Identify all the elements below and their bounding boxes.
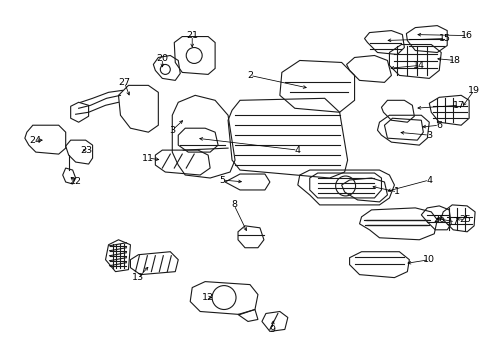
Text: 8: 8 <box>230 201 237 210</box>
Text: 6: 6 <box>435 121 441 130</box>
Text: 18: 18 <box>448 56 460 65</box>
Text: 4: 4 <box>294 145 300 154</box>
Text: 15: 15 <box>438 34 450 43</box>
Text: 26: 26 <box>432 215 445 224</box>
Text: 4: 4 <box>426 176 431 185</box>
Text: 11: 11 <box>142 154 154 163</box>
Text: 9: 9 <box>268 325 274 334</box>
Text: 16: 16 <box>460 31 472 40</box>
Text: 21: 21 <box>186 31 198 40</box>
Text: 23: 23 <box>81 145 93 154</box>
Text: 3: 3 <box>426 131 431 140</box>
Text: 25: 25 <box>458 215 470 224</box>
Text: 19: 19 <box>467 86 479 95</box>
Text: 27: 27 <box>118 78 130 87</box>
Text: 24: 24 <box>29 136 41 145</box>
Text: 13: 13 <box>132 273 144 282</box>
Text: 2: 2 <box>246 71 252 80</box>
Text: 12: 12 <box>202 293 214 302</box>
Text: 1: 1 <box>394 188 400 197</box>
Text: 7: 7 <box>451 217 457 226</box>
Text: 22: 22 <box>69 177 81 186</box>
Text: 3: 3 <box>169 126 175 135</box>
Text: 10: 10 <box>423 255 434 264</box>
Text: 17: 17 <box>452 101 464 110</box>
Text: 14: 14 <box>412 61 425 70</box>
Text: 5: 5 <box>219 176 224 185</box>
Text: 20: 20 <box>156 54 168 63</box>
